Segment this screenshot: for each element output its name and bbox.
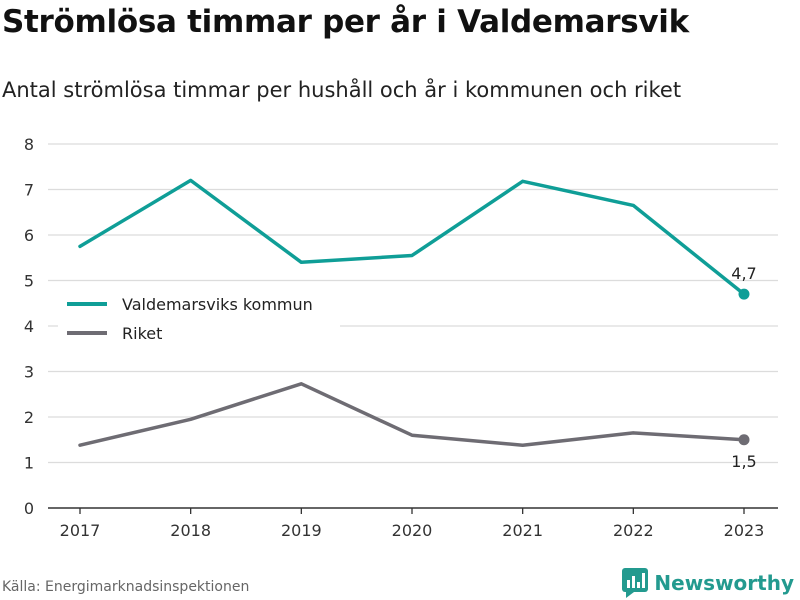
data-label: 4,7: [731, 264, 756, 283]
brand-logo[interactable]: Newsworthy: [622, 568, 794, 598]
series-line-2: [78, 382, 746, 447]
y-tick-label: 0: [24, 499, 34, 518]
data-label: 1,5: [731, 452, 756, 471]
x-tick-label: 2019: [281, 521, 322, 540]
y-tick-label: 3: [24, 363, 34, 382]
series-end-point-1: [738, 288, 750, 300]
x-tick-label: 2023: [724, 521, 765, 540]
y-tick-label: 2: [24, 408, 34, 427]
y-tick-label: 5: [24, 272, 34, 291]
y-tick-label: 6: [24, 226, 34, 245]
x-tick-label: 2018: [170, 521, 211, 540]
series-end-point-2: [738, 434, 750, 446]
y-tick-label: 1: [24, 454, 34, 473]
chart-title: Strömlösa timmar per år i Valdemarsvik: [2, 4, 689, 40]
y-tick-label: 4: [24, 317, 34, 336]
legend-label: Riket: [122, 324, 162, 343]
series-line-1: [78, 178, 746, 296]
x-tick-label: 2021: [502, 521, 543, 540]
y-tick-label: 8: [24, 135, 34, 154]
bar-chart-logo-icon: [622, 568, 649, 598]
chart-subtitle: Antal strömlösa timmar per hushåll och å…: [2, 78, 682, 102]
x-tick-label: 2017: [60, 521, 101, 540]
source-note: Källa: Energimarknadsinspektionen: [2, 579, 250, 595]
x-tick-label: 2022: [613, 521, 654, 540]
brand-name: Newsworthy: [654, 571, 794, 595]
y-tick-label: 7: [24, 181, 34, 200]
legend-label: Valdemarsviks kommun: [122, 295, 313, 314]
legend-background: [58, 288, 340, 352]
x-tick-label: 2020: [392, 521, 433, 540]
